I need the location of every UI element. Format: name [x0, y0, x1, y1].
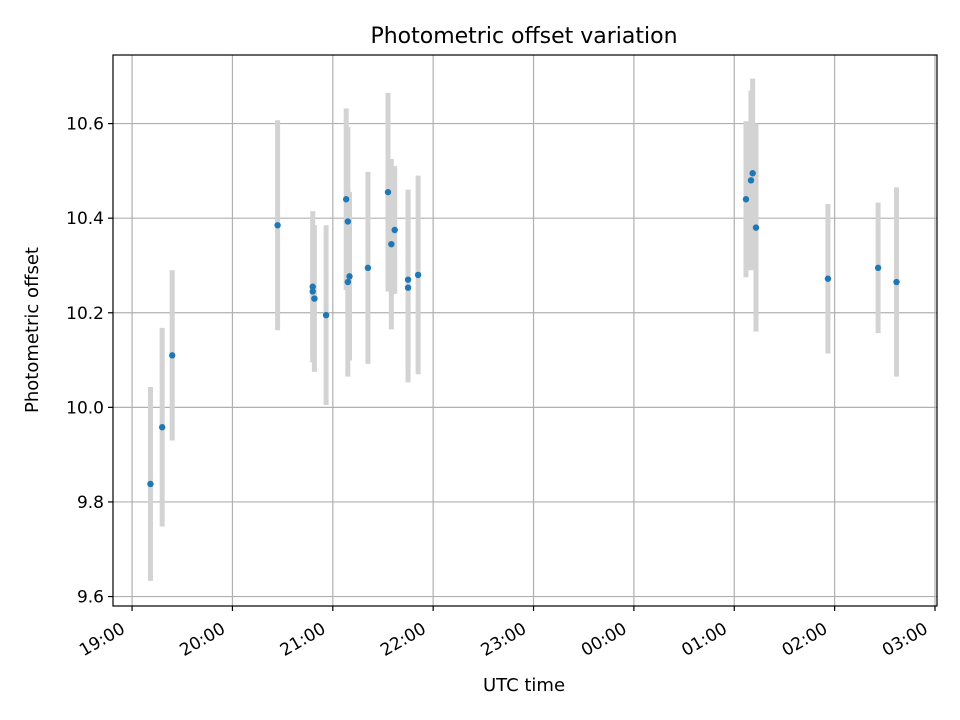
x-axis-label: UTC time	[483, 675, 565, 696]
data-point	[274, 222, 281, 229]
x-tick-label: 22:00	[377, 619, 429, 661]
data-point	[824, 275, 832, 282]
y-tick-label: 10.4	[66, 209, 104, 229]
x-tick-label: 20:00	[176, 619, 228, 661]
data-point	[391, 226, 398, 234]
y-tick-label: 9.6	[77, 588, 104, 608]
data-point	[364, 264, 372, 272]
data-point	[147, 480, 154, 488]
data-point	[384, 188, 392, 196]
y-tick-label: 9.8	[77, 493, 104, 513]
x-tick-label: 00:00	[578, 619, 630, 661]
y-tick-label: 10.0	[66, 398, 104, 418]
data-point	[344, 278, 352, 286]
x-tick-label: 23:00	[478, 619, 530, 661]
data-point	[742, 196, 750, 203]
data-point	[309, 283, 316, 290]
x-tick-label: 02:00	[779, 619, 831, 661]
x-tick-label: 21:00	[277, 619, 329, 661]
data-point	[158, 424, 166, 431]
points-layer	[147, 170, 900, 488]
data-point	[169, 352, 176, 359]
chart-title: Photometric offset variation	[370, 24, 677, 49]
grid-layer	[113, 55, 937, 606]
x-tick-label: 03:00	[879, 619, 931, 661]
x-tick-label: 01:00	[678, 619, 730, 661]
data-point	[752, 224, 760, 231]
data-point	[404, 284, 412, 291]
data-point	[311, 295, 318, 302]
data-point	[747, 177, 755, 184]
y-tick-label: 10.2	[66, 304, 104, 324]
data-point	[874, 264, 882, 272]
errorbar-layer	[147, 78, 900, 581]
y-axis-label: Photometric offset	[22, 247, 43, 413]
data-point	[322, 311, 330, 319]
x-axis-ticks: 19:00 20:00 21:00 22:00 23:00 00:00 01:00 02:00…	[76, 606, 936, 661]
data-point	[346, 273, 353, 280]
data-point	[404, 276, 412, 283]
data-point	[344, 218, 352, 225]
y-tick-label: 10.6	[66, 115, 104, 135]
data-point	[414, 271, 422, 279]
data-point	[749, 170, 756, 177]
data-point	[342, 196, 350, 203]
data-point	[388, 240, 395, 248]
data-point	[893, 278, 900, 286]
y-axis-ticks: 9.6 9.8 10.0 10.2 10.4 10.6	[66, 115, 113, 608]
plot-frame	[112, 54, 938, 607]
data-point	[309, 288, 316, 295]
x-tick-label: 19:00	[76, 619, 128, 661]
